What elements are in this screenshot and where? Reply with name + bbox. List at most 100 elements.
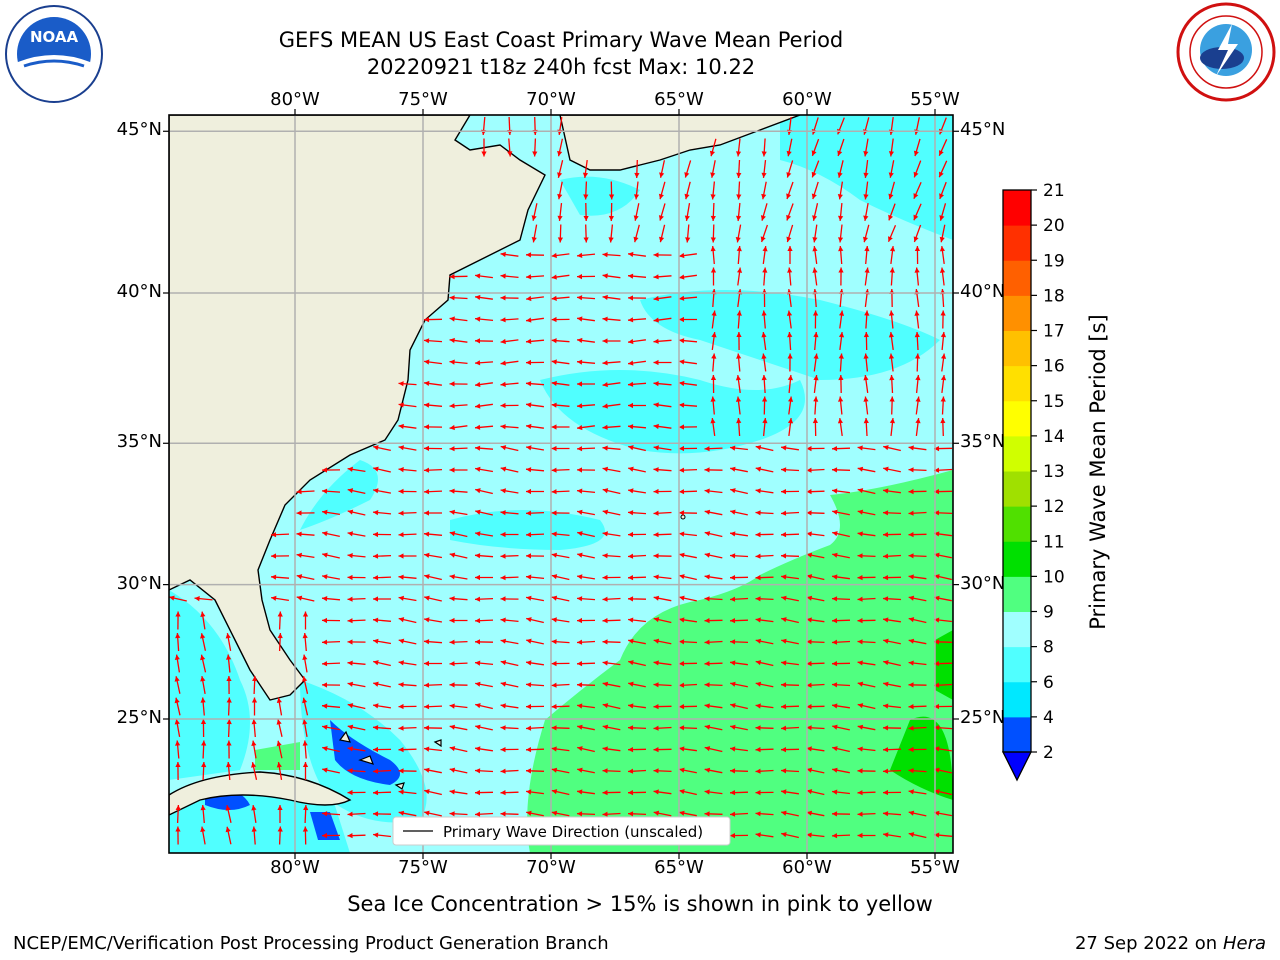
wave-arrow-head bbox=[934, 682, 940, 688]
wave-arrow-head bbox=[883, 596, 889, 602]
wave-arrow-head bbox=[322, 724, 328, 730]
wave-arrow-head bbox=[704, 661, 710, 667]
wave-arrow-head bbox=[373, 445, 379, 451]
lon-label-bottom: 80°W bbox=[270, 857, 320, 878]
wave-arrow-head bbox=[276, 697, 282, 703]
wave-arrow-head bbox=[633, 236, 639, 243]
wave-arrow-head bbox=[628, 531, 633, 538]
wave-arrow-head bbox=[786, 236, 792, 243]
wave-arrow-head bbox=[940, 332, 946, 338]
wave-arrow-head bbox=[888, 332, 894, 338]
wave-arrow-head bbox=[602, 382, 608, 388]
wave-arrow-head bbox=[888, 193, 894, 200]
wave-arrow-head bbox=[653, 252, 659, 258]
wave-arrow-head bbox=[730, 445, 736, 451]
wave-arrow-head bbox=[449, 403, 455, 409]
wave-arrow-head bbox=[577, 552, 583, 558]
wave-arrow-head bbox=[883, 532, 889, 538]
wave-arrow-head bbox=[653, 402, 659, 408]
wave-arrow-head bbox=[781, 617, 787, 623]
wave-arrow-head bbox=[551, 424, 557, 430]
wave-arrow-head bbox=[857, 724, 864, 730]
wave-arrow-head bbox=[838, 375, 844, 381]
wave-arrow-head bbox=[653, 381, 659, 387]
wave-arrow-head bbox=[551, 380, 557, 386]
wave-arrow-head bbox=[507, 151, 513, 157]
wave-arrow-head bbox=[602, 703, 609, 709]
wave-arrow-head bbox=[322, 703, 328, 709]
wave-arrow-head bbox=[449, 767, 456, 773]
wave-arrow-head bbox=[883, 638, 889, 644]
wave-arrow-head bbox=[832, 509, 838, 515]
wave-arrow-head bbox=[806, 832, 812, 838]
wave-arrow-head bbox=[373, 832, 379, 838]
wave-arrow-head bbox=[934, 446, 940, 452]
wave-arrow-head bbox=[251, 762, 257, 768]
wave-arrow-head bbox=[628, 703, 634, 709]
wave-arrow-head bbox=[602, 790, 608, 796]
wave-arrow-head bbox=[526, 768, 532, 774]
wave-arrow-head bbox=[832, 724, 838, 730]
colorbar-segment bbox=[1003, 190, 1031, 226]
wave-arrow-head bbox=[838, 237, 844, 243]
lon-label-top: 60°W bbox=[782, 89, 832, 110]
wave-arrow-head bbox=[761, 375, 767, 381]
wave-arrow-head bbox=[577, 789, 583, 795]
wave-arrow-head bbox=[883, 789, 888, 796]
wave-arrow-head bbox=[424, 531, 430, 537]
wave-arrow-head bbox=[908, 445, 914, 451]
wave-direction-arrows bbox=[169, 116, 953, 845]
wave-arrow-head bbox=[500, 317, 506, 323]
wave-arrow-head bbox=[628, 510, 634, 516]
wave-arrow-head bbox=[475, 360, 481, 366]
colorbar-segment bbox=[1003, 576, 1031, 612]
wave-arrow-head bbox=[888, 353, 895, 359]
wave-arrow-head bbox=[908, 725, 914, 731]
wave-arrow-head bbox=[551, 746, 557, 752]
wave-arrow-head bbox=[762, 246, 768, 252]
wave-arrow-head bbox=[864, 246, 870, 252]
lat-label-right: 25°N bbox=[960, 707, 1006, 728]
wave-arrow-head bbox=[602, 811, 608, 817]
wave-arrow-head bbox=[424, 725, 430, 731]
wave-arrow-head bbox=[837, 172, 843, 178]
colorbar-tick-label: 11 bbox=[1043, 532, 1065, 552]
graticule bbox=[169, 115, 953, 853]
wave-arrow-head bbox=[602, 316, 608, 322]
wave-arrow-head bbox=[398, 682, 404, 688]
wave-arrow-head bbox=[602, 724, 609, 730]
wave-arrow-head bbox=[889, 375, 895, 381]
wave-arrow-head bbox=[577, 596, 583, 602]
wave-arrow-head bbox=[755, 466, 762, 472]
wave-arrow-head bbox=[551, 767, 558, 773]
wave-arrow-head bbox=[449, 337, 455, 343]
wave-arrow-head bbox=[347, 724, 354, 730]
colorbar-segment bbox=[1003, 611, 1031, 648]
wave-arrow-head bbox=[709, 150, 715, 157]
wave-arrow-head bbox=[424, 402, 430, 408]
wave-arrow-head bbox=[914, 310, 920, 316]
lat-label-left: 25°N bbox=[116, 707, 162, 728]
wave-arrow-head bbox=[736, 310, 742, 316]
wave-arrow-head bbox=[908, 789, 914, 795]
wave-arrow-head bbox=[806, 467, 812, 473]
wave-arrow-head bbox=[398, 747, 404, 753]
wave-arrow-head bbox=[424, 746, 430, 752]
wave-arrow-head bbox=[736, 353, 742, 359]
wave-arrow-head bbox=[322, 746, 328, 752]
wave-arrow-head bbox=[755, 790, 761, 796]
wave-arrow-head bbox=[812, 267, 818, 273]
wave-arrow-head bbox=[174, 654, 180, 660]
wave-arrow-head bbox=[322, 639, 328, 645]
wave-arrow-head bbox=[449, 509, 455, 515]
wave-arrow-head bbox=[347, 488, 354, 494]
colorbar-tick-label: 10 bbox=[1043, 567, 1065, 587]
wave-arrow-head bbox=[806, 789, 813, 795]
wave-arrow-head bbox=[500, 510, 506, 516]
colorbar-segment bbox=[1003, 225, 1031, 261]
wave-arrow-head bbox=[175, 762, 181, 767]
wave-arrow-head bbox=[551, 402, 557, 408]
wave-arrow-head bbox=[730, 531, 736, 537]
wave-arrow-head bbox=[322, 661, 328, 667]
wave-arrow-head bbox=[500, 768, 506, 774]
